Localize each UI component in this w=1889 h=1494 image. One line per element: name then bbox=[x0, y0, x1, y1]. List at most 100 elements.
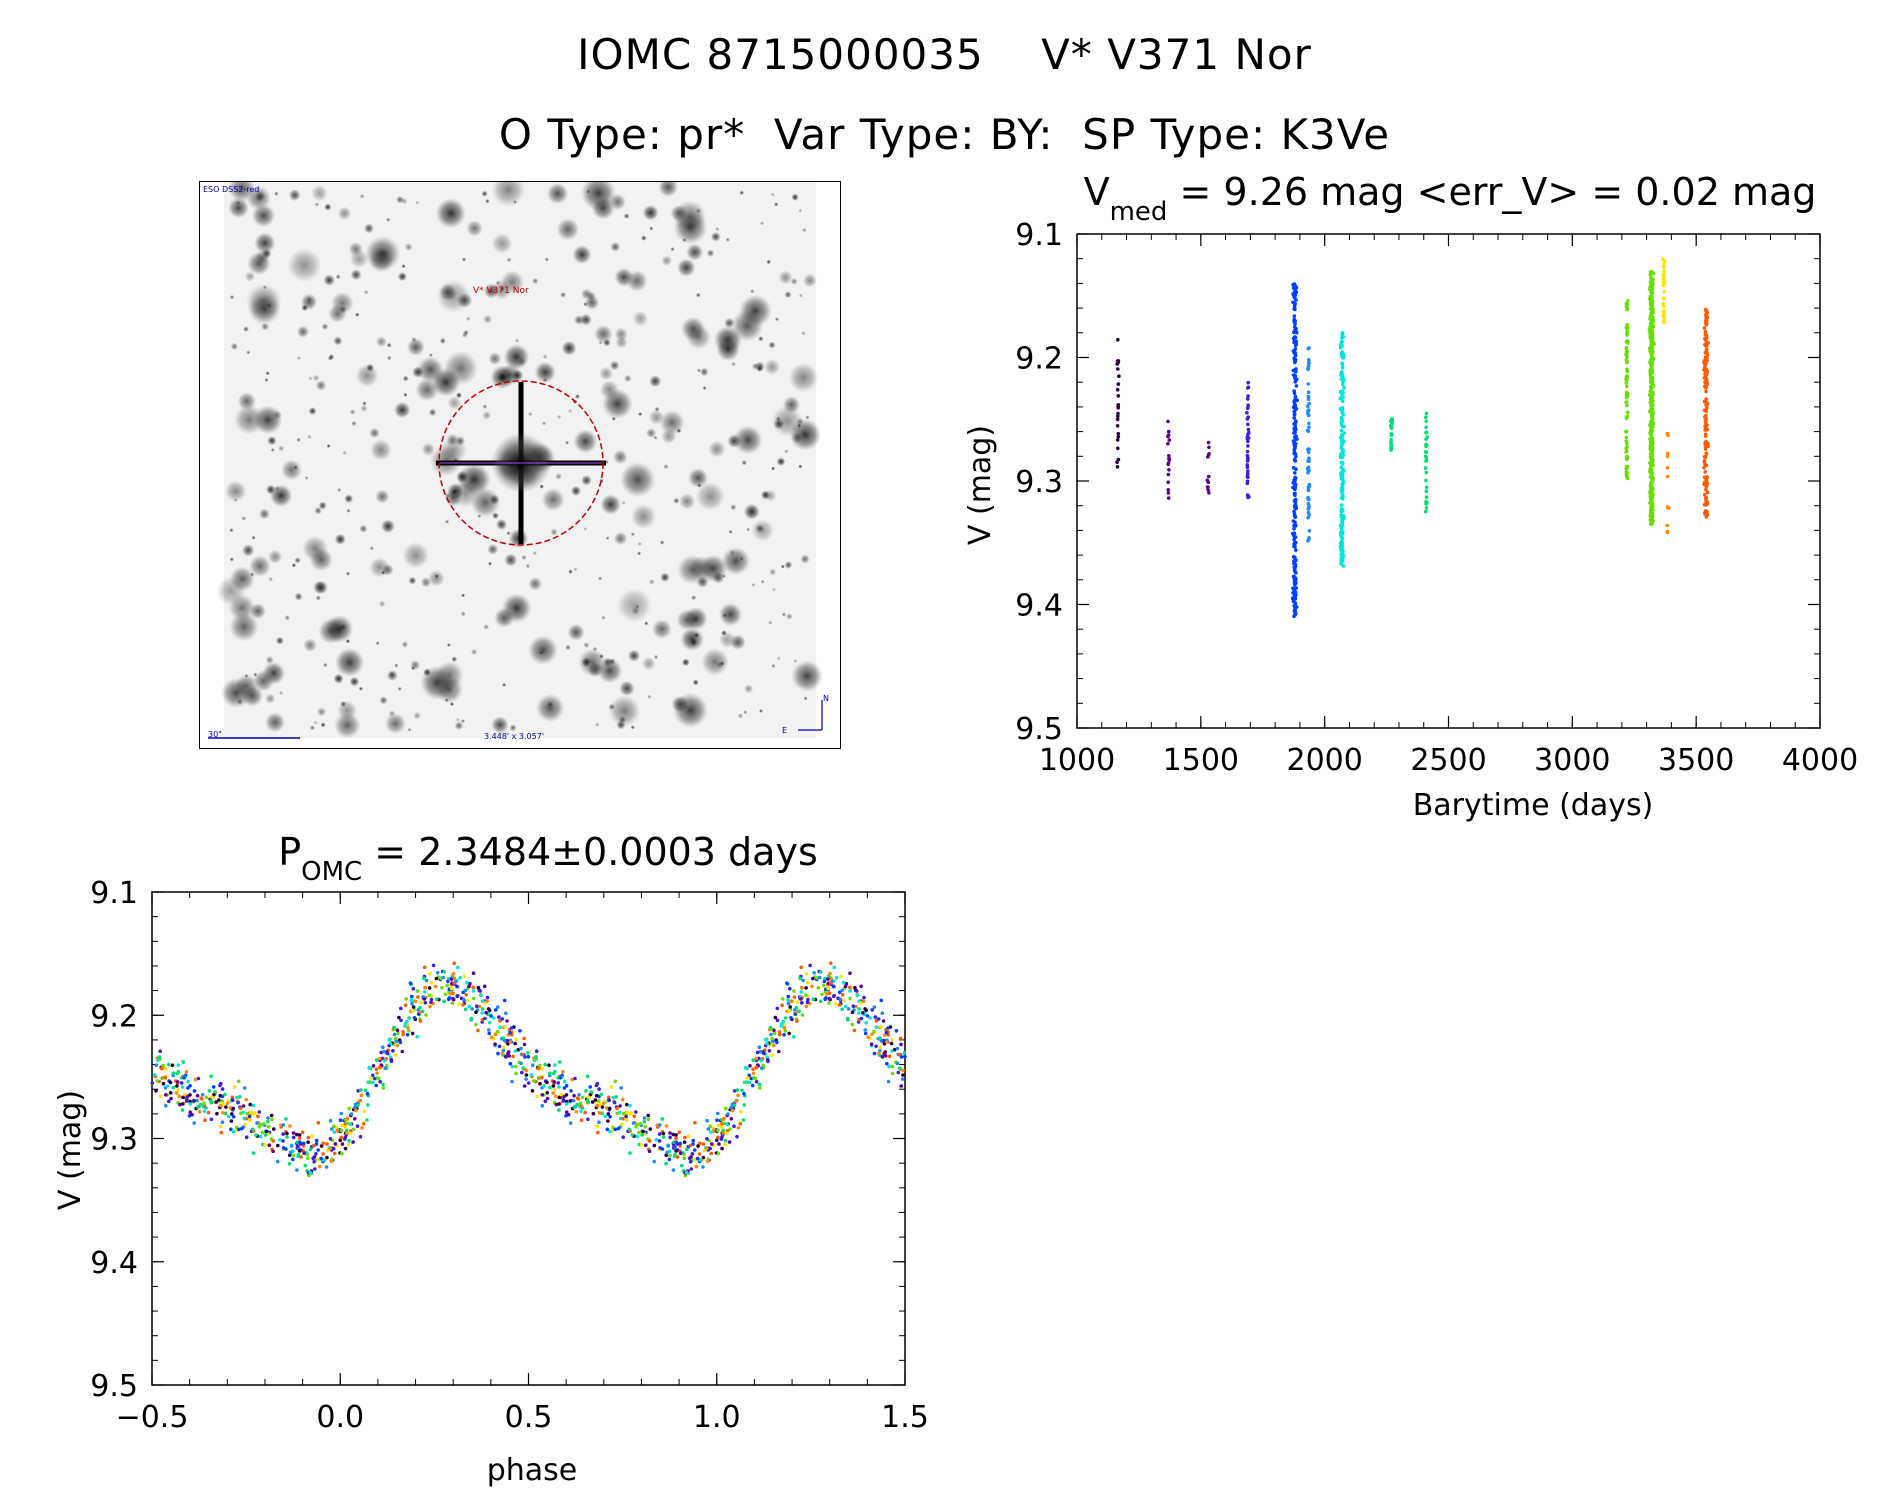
field-star bbox=[327, 355, 333, 361]
lightcurve-point bbox=[1339, 552, 1343, 557]
phased-point bbox=[759, 1066, 764, 1070]
phased-point bbox=[721, 1128, 725, 1133]
field-star bbox=[265, 371, 270, 376]
lightcurve-point bbox=[1649, 442, 1654, 447]
phased-point bbox=[418, 1005, 422, 1010]
lightcurve-point bbox=[1704, 347, 1709, 352]
phased-point bbox=[230, 1098, 235, 1102]
phased-point bbox=[448, 992, 452, 996]
lightcurve-point bbox=[1340, 361, 1344, 366]
lightcurve-point bbox=[1292, 416, 1296, 420]
phased-point bbox=[880, 1011, 885, 1015]
field-star bbox=[254, 250, 270, 265]
field-star bbox=[447, 395, 462, 411]
phased-point bbox=[182, 1092, 187, 1097]
field-star bbox=[620, 462, 656, 498]
y-tick-label: 9.5 bbox=[1015, 712, 1063, 747]
phased-point bbox=[863, 1031, 868, 1036]
phased-point bbox=[874, 1044, 878, 1049]
lightcurve-point bbox=[1294, 548, 1298, 552]
phased-point bbox=[344, 1128, 349, 1133]
phased-point bbox=[230, 1095, 235, 1100]
lightcurve-point bbox=[1247, 430, 1251, 435]
phased-point bbox=[288, 1150, 293, 1155]
field-star bbox=[477, 514, 482, 519]
phased-point bbox=[332, 1151, 337, 1156]
phased-point bbox=[271, 1139, 275, 1143]
phased-point bbox=[688, 1160, 693, 1164]
phased-point bbox=[412, 1016, 417, 1020]
phased-point bbox=[358, 1088, 363, 1092]
field-star bbox=[401, 641, 409, 648]
phased-point bbox=[758, 1086, 762, 1090]
lightcurve-point bbox=[1703, 419, 1708, 423]
field-star bbox=[278, 445, 285, 452]
lightcurve-point bbox=[1246, 444, 1250, 448]
field-star bbox=[503, 344, 530, 370]
lightcurve-point bbox=[1293, 296, 1297, 300]
phased-point bbox=[816, 986, 821, 990]
phased-point bbox=[415, 989, 420, 993]
phased-point bbox=[338, 1138, 343, 1142]
phased-point bbox=[519, 1061, 523, 1066]
phased-point bbox=[723, 1143, 727, 1147]
field-star bbox=[342, 450, 347, 455]
lightcurve-point bbox=[1702, 492, 1707, 497]
lightcurve-point bbox=[1661, 301, 1665, 306]
phased-point bbox=[736, 1093, 740, 1098]
phased-point bbox=[482, 984, 487, 989]
field-star bbox=[494, 607, 515, 628]
phased-point bbox=[789, 1016, 793, 1020]
lightcurve-point bbox=[1649, 518, 1654, 522]
phased-point bbox=[775, 1040, 779, 1045]
lightcurve-point bbox=[1307, 456, 1311, 461]
field-star bbox=[517, 357, 527, 366]
phased-point bbox=[600, 1111, 604, 1116]
phased-point bbox=[688, 1143, 693, 1148]
field-star bbox=[661, 428, 677, 444]
field-star bbox=[695, 292, 701, 298]
y-tick-label: 9.4 bbox=[90, 1246, 138, 1281]
plot-frame bbox=[1076, 233, 1821, 729]
lightcurve-point bbox=[1661, 283, 1666, 288]
lightcurve-point bbox=[1624, 415, 1629, 420]
phased-point bbox=[543, 1062, 547, 1067]
phased-point bbox=[348, 1122, 353, 1127]
lightcurve-point bbox=[1650, 513, 1655, 518]
field-star bbox=[244, 673, 249, 678]
field-star bbox=[358, 686, 363, 691]
field-star bbox=[581, 474, 592, 486]
field-star bbox=[568, 408, 573, 414]
field-star bbox=[384, 713, 407, 735]
phased-point bbox=[498, 1025, 502, 1029]
field-star bbox=[233, 498, 238, 503]
phased-point bbox=[374, 1067, 379, 1071]
phased-point bbox=[879, 998, 883, 1003]
field-star bbox=[676, 428, 682, 434]
phased-point bbox=[589, 1090, 594, 1094]
lightcurve-point bbox=[1648, 486, 1653, 491]
phased-point bbox=[281, 1139, 285, 1143]
field-star bbox=[291, 563, 297, 568]
phased-point bbox=[339, 1128, 344, 1133]
phased-point bbox=[270, 1117, 274, 1122]
field-star bbox=[731, 361, 736, 367]
field-star bbox=[265, 712, 286, 733]
phased-point bbox=[158, 1094, 163, 1099]
phased-point bbox=[510, 1064, 515, 1069]
field-star bbox=[584, 295, 600, 310]
lightcurve-point bbox=[1339, 543, 1344, 547]
field-star bbox=[403, 392, 408, 397]
field-star bbox=[362, 401, 367, 406]
phased-point bbox=[902, 1051, 907, 1055]
phased-point bbox=[755, 1050, 760, 1055]
lightcurve-point bbox=[1245, 493, 1250, 497]
field-star bbox=[320, 722, 326, 728]
lightcurve-point bbox=[1704, 319, 1708, 323]
phased-point bbox=[848, 971, 852, 975]
phased-point bbox=[176, 1063, 181, 1067]
phased-point bbox=[340, 1151, 344, 1156]
field-star bbox=[506, 257, 512, 263]
phased-point bbox=[383, 1066, 388, 1070]
field-star bbox=[798, 464, 803, 469]
